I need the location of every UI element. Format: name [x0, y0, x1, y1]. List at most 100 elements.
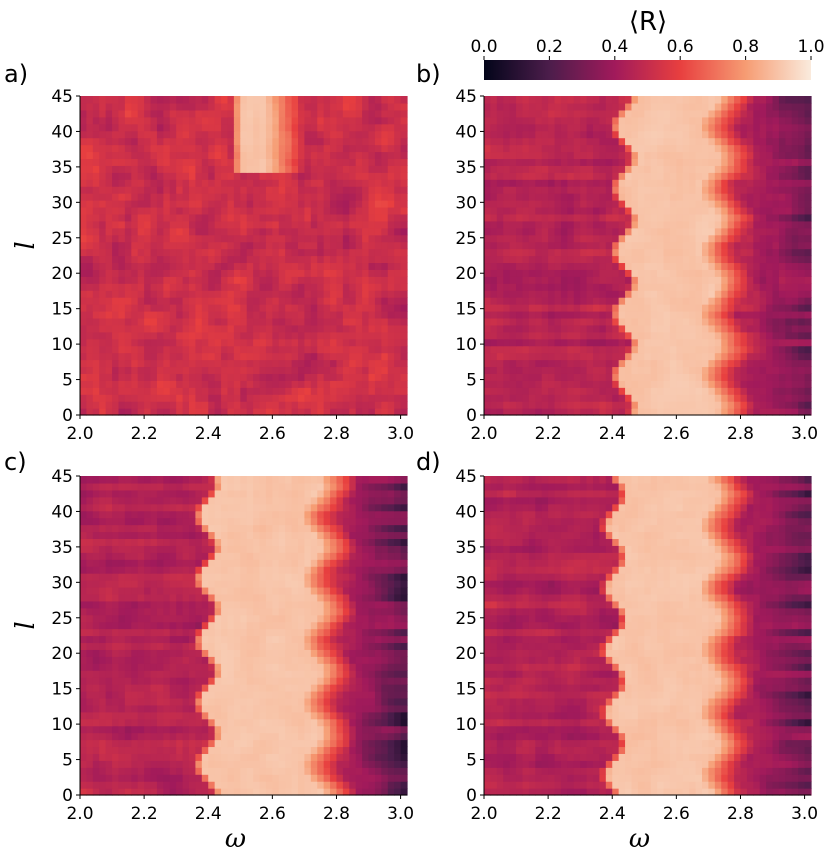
heatmap-cell — [227, 193, 235, 201]
heatmap-cell — [708, 310, 716, 319]
heatmap-cell — [387, 774, 395, 782]
heatmap-cell — [644, 158, 652, 166]
heatmap-cell — [554, 331, 562, 340]
heatmap-cell — [330, 781, 338, 789]
heatmap-cell — [528, 380, 536, 388]
heatmap-cell — [535, 227, 543, 236]
heatmap-cell — [657, 283, 665, 291]
heatmap-cell — [169, 102, 177, 111]
heatmap-cell — [137, 109, 145, 118]
heatmap-cell — [80, 96, 88, 104]
heatmap-cell — [554, 116, 562, 125]
heatmap-cell — [669, 352, 677, 361]
heatmap-cell — [676, 200, 684, 208]
heatmap-cell — [240, 324, 248, 333]
heatmap-cell — [682, 151, 690, 160]
heatmap-cell — [374, 310, 382, 319]
heatmap-cell — [124, 310, 132, 319]
heatmap-cell — [163, 290, 171, 298]
heatmap-cell — [605, 137, 613, 146]
heatmap-cell — [618, 269, 626, 277]
heatmap-cell — [650, 297, 658, 305]
heatmap-cell — [753, 331, 761, 340]
heatmap-cell — [798, 179, 806, 187]
heatmap-cell — [682, 102, 690, 111]
heatmap-cell — [573, 338, 581, 347]
heatmap-cell — [381, 394, 389, 402]
heatmap-cell — [791, 359, 799, 368]
heatmap-cell — [593, 206, 601, 215]
heatmap-cell — [785, 227, 793, 236]
heatmap-cell — [227, 338, 235, 347]
heatmap-cell — [657, 401, 665, 409]
heatmap-cell — [394, 394, 402, 402]
heatmap-cell — [272, 255, 280, 264]
heatmap-cell — [304, 408, 312, 416]
heatmap-cell — [131, 788, 139, 796]
heatmap-cell — [189, 401, 197, 409]
heatmap-cell — [676, 262, 684, 270]
heatmap-cell — [342, 331, 350, 340]
heatmap-cell — [625, 193, 633, 201]
heatmap-cell — [298, 304, 306, 312]
heatmap-cell — [676, 130, 684, 139]
heatmap-cell — [516, 408, 524, 416]
heatmap-cell — [631, 255, 639, 264]
heatmap-cell — [285, 359, 293, 368]
heatmap-cell — [567, 394, 575, 402]
heatmap-cell — [80, 394, 88, 402]
heatmap-cell — [541, 317, 549, 326]
heatmap-cell — [137, 352, 145, 361]
heatmap-cell — [727, 158, 735, 166]
heatmap-cell — [727, 255, 735, 264]
heatmap-cell — [567, 401, 575, 409]
heatmap-cell — [682, 401, 690, 409]
heatmap-cell — [573, 317, 581, 326]
heatmap-cell — [86, 304, 94, 312]
heatmap-cell — [669, 255, 677, 264]
heatmap-cell — [663, 172, 671, 180]
heatmap-cell — [189, 179, 197, 187]
heatmap-cell — [227, 179, 235, 187]
heatmap-cell — [374, 158, 382, 166]
heatmap-cell — [766, 373, 774, 381]
y-axis-label: l — [11, 241, 41, 249]
heatmap-cell — [753, 96, 761, 104]
heatmap-cell — [310, 220, 318, 229]
heatmap-cell — [246, 158, 254, 166]
heatmap-cell — [131, 179, 139, 187]
heatmap-cell — [778, 290, 786, 298]
heatmap-cell — [593, 234, 601, 243]
heatmap-cell — [330, 359, 338, 368]
heatmap-cell — [798, 123, 806, 132]
heatmap-cell — [291, 123, 299, 132]
heatmap-cell — [503, 276, 511, 284]
heatmap-cell — [567, 317, 575, 326]
heatmap-cell — [599, 206, 607, 215]
heatmap-cell — [702, 193, 710, 201]
heatmap-cell — [298, 116, 306, 125]
heatmap-cell — [759, 186, 767, 194]
heatmap-cell — [233, 158, 241, 166]
heatmap-cell — [285, 310, 293, 319]
heatmap-cell — [798, 297, 806, 305]
heatmap-cell — [618, 200, 626, 208]
heatmap-cell — [156, 373, 164, 381]
heatmap-cell — [137, 338, 145, 347]
heatmap-cell — [265, 380, 273, 388]
heatmap-cell — [99, 359, 107, 368]
heatmap-cell — [278, 380, 286, 388]
heatmap-cell — [734, 331, 742, 340]
heatmap-cell — [522, 401, 530, 409]
heatmap-cell — [580, 310, 588, 319]
heatmap-cell — [560, 262, 568, 270]
heatmap-cell — [381, 206, 389, 215]
heatmap-cell — [721, 352, 729, 361]
heatmap-cell — [240, 366, 248, 374]
heatmap-cell — [573, 262, 581, 270]
heatmap-cell — [92, 186, 100, 194]
heatmap-cell — [798, 193, 806, 201]
heatmap-cell — [368, 262, 376, 270]
heatmap-cell — [573, 345, 581, 354]
heatmap-cell — [169, 304, 177, 312]
